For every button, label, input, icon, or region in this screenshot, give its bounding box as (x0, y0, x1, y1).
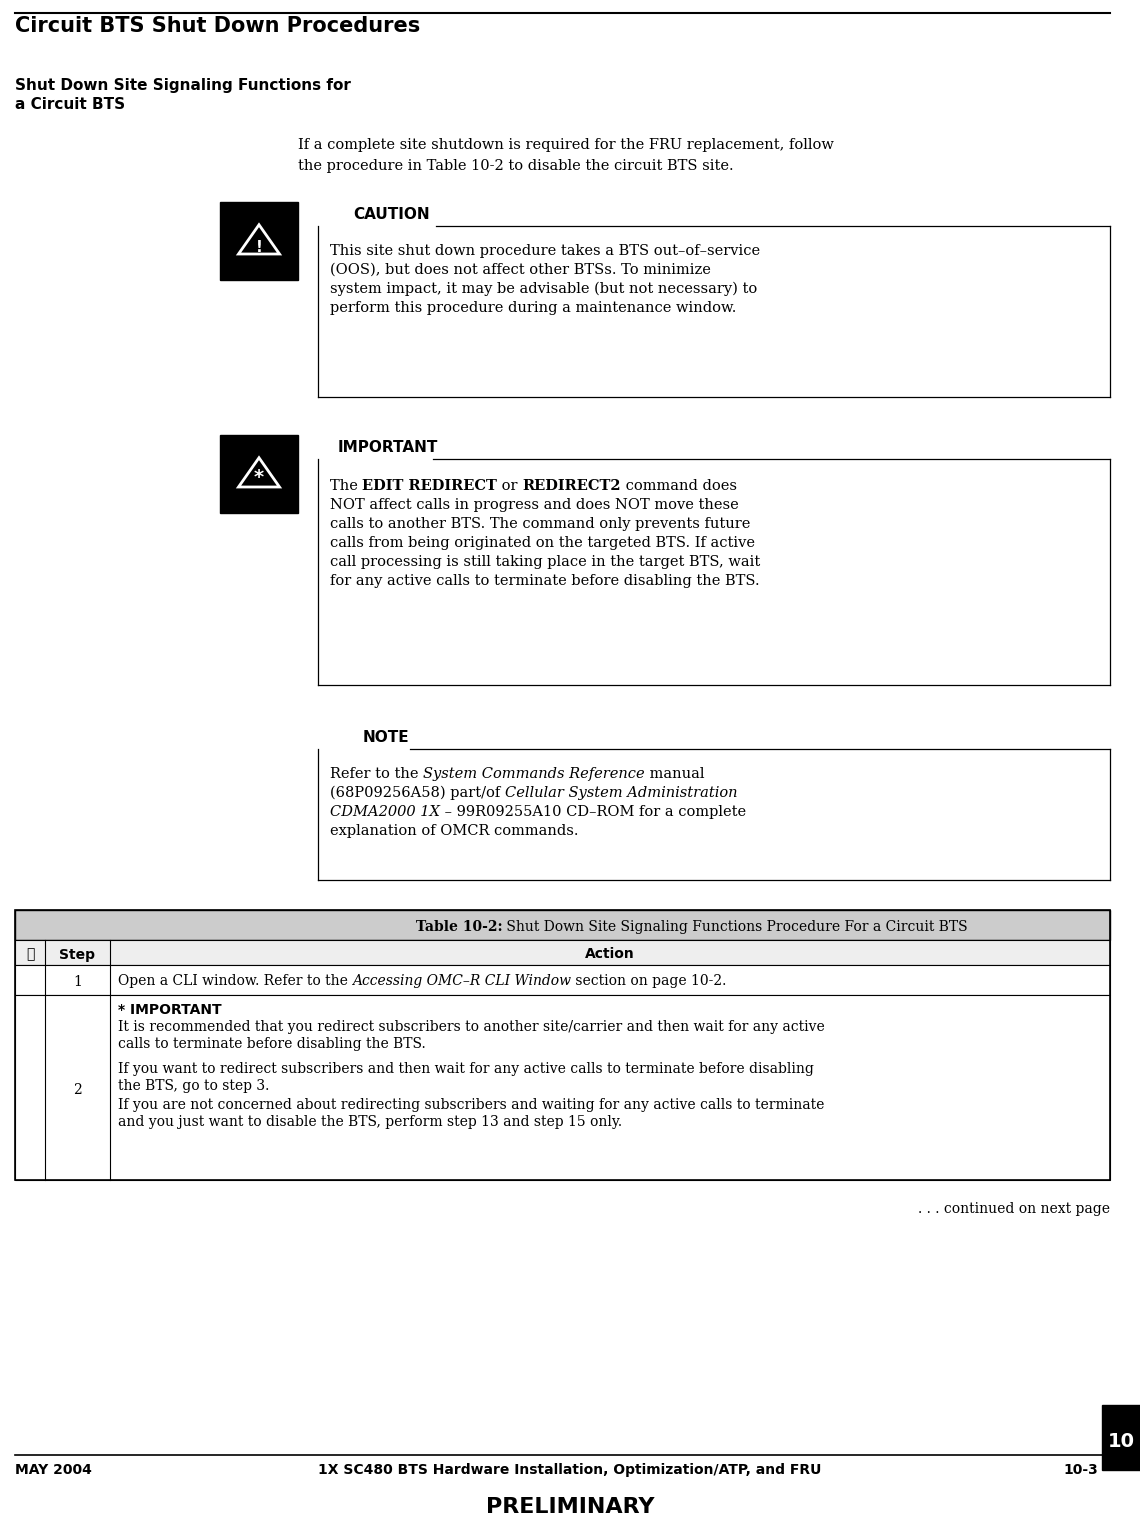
Text: If you are not concerned about redirecting subscribers and waiting for any activ: If you are not concerned about redirecti… (119, 1098, 824, 1112)
Text: the procedure in Table 10-2 to disable the circuit BTS site.: the procedure in Table 10-2 to disable t… (298, 160, 734, 173)
Bar (15, 910, 1110, 1180)
Text: 1X SC480 BTS Hardware Installation, Optimization/ATP, and FRU: 1X SC480 BTS Hardware Installation, Opti… (318, 1463, 822, 1477)
Text: Open a CLI window. Refer to the: Open a CLI window. Refer to the (119, 974, 352, 988)
Bar (15, 940, 1110, 965)
Text: Shut Down Site Signaling Functions Procedure For a Circuit BTS: Shut Down Site Signaling Functions Proce… (503, 920, 968, 934)
Bar (15, 965, 1110, 996)
Text: CAUTION: CAUTION (353, 207, 430, 222)
Text: manual: manual (645, 767, 705, 781)
Text: IMPORTANT: IMPORTANT (337, 440, 439, 456)
Text: If you want to redirect subscribers and then wait for any active calls to termin: If you want to redirect subscribers and … (119, 1062, 814, 1075)
Bar (15, 910, 1110, 940)
Text: EDIT REDIRECT: EDIT REDIRECT (363, 479, 497, 492)
Text: Table 10-2:: Table 10-2: (416, 920, 503, 934)
Text: call processing is still taking place in the target BTS, wait: call processing is still taking place in… (329, 555, 760, 569)
Text: The: The (329, 479, 363, 492)
Bar (1102, 1405, 1140, 1470)
Text: CDMA2000 1X: CDMA2000 1X (329, 805, 440, 819)
Text: and you just want to disable the BTS, perform step 13 and step 15 only.: and you just want to disable the BTS, pe… (119, 1115, 622, 1129)
Text: Circuit BTS Shut Down Procedures: Circuit BTS Shut Down Procedures (15, 15, 421, 35)
Text: Accessing OMC–R CLI Window: Accessing OMC–R CLI Window (352, 974, 571, 988)
Text: NOTE: NOTE (363, 730, 409, 746)
Text: calls to terminate before disabling the BTS.: calls to terminate before disabling the … (119, 1037, 425, 1051)
Text: system impact, it may be advisable (but not necessary) to: system impact, it may be advisable (but … (329, 282, 757, 296)
Bar (15, 996, 1110, 1180)
Text: . . . continued on next page: . . . continued on next page (918, 1203, 1110, 1216)
Text: !: ! (255, 239, 262, 255)
Text: System Commands Reference: System Commands Reference (423, 767, 645, 781)
Text: command does: command does (621, 479, 738, 492)
Text: MAY 2004: MAY 2004 (15, 1463, 92, 1477)
Text: perform this procedure during a maintenance window.: perform this procedure during a maintena… (329, 301, 736, 314)
Text: 10-3: 10-3 (1064, 1463, 1098, 1477)
Text: PRELIMINARY: PRELIMINARY (486, 1497, 654, 1517)
Text: Action: Action (585, 948, 635, 962)
Text: or: or (497, 479, 522, 492)
Text: explanation of OMCR commands.: explanation of OMCR commands. (329, 824, 578, 838)
Text: Step: Step (59, 948, 96, 962)
Text: It is recommended that you redirect subscribers to another site/carrier and then: It is recommended that you redirect subs… (119, 1020, 824, 1034)
Text: Cellular System Administration: Cellular System Administration (505, 785, 738, 801)
Text: Refer to the: Refer to the (329, 767, 423, 781)
Text: (OOS), but does not affect other BTSs. To minimize: (OOS), but does not affect other BTSs. T… (329, 262, 711, 278)
Text: This site shut down procedure takes a BTS out–of–service: This site shut down procedure takes a BT… (329, 244, 760, 258)
Text: REDIRECT2: REDIRECT2 (522, 479, 621, 492)
Text: 2: 2 (73, 1083, 82, 1097)
Text: – 99R09255A10 CD–ROM for a complete: – 99R09255A10 CD–ROM for a complete (440, 805, 746, 819)
Text: NOT affect calls in progress and does NOT move these: NOT affect calls in progress and does NO… (329, 499, 739, 512)
Text: the BTS, go to step 3.: the BTS, go to step 3. (119, 1078, 269, 1094)
Text: * IMPORTANT: * IMPORTANT (119, 1003, 221, 1017)
Text: section on page 10-2.: section on page 10-2. (571, 974, 726, 988)
Text: calls from being originated on the targeted BTS. If active: calls from being originated on the targe… (329, 535, 755, 551)
Text: *: * (254, 468, 264, 488)
Text: If a complete site shutdown is required for the FRU replacement, follow: If a complete site shutdown is required … (298, 138, 833, 152)
Text: 1: 1 (73, 976, 82, 989)
Text: (68P09256A58) part/of: (68P09256A58) part/of (329, 785, 505, 801)
Text: calls to another BTS. The command only prevents future: calls to another BTS. The command only p… (329, 517, 750, 531)
Text: Shut Down Site Signaling Functions for: Shut Down Site Signaling Functions for (15, 78, 351, 94)
Text: ✓: ✓ (26, 948, 34, 962)
Text: for any active calls to terminate before disabling the BTS.: for any active calls to terminate before… (329, 574, 759, 588)
Text: 10: 10 (1107, 1433, 1134, 1451)
Bar (220, 436, 298, 512)
Bar (220, 202, 298, 281)
Text: a Circuit BTS: a Circuit BTS (15, 97, 125, 112)
